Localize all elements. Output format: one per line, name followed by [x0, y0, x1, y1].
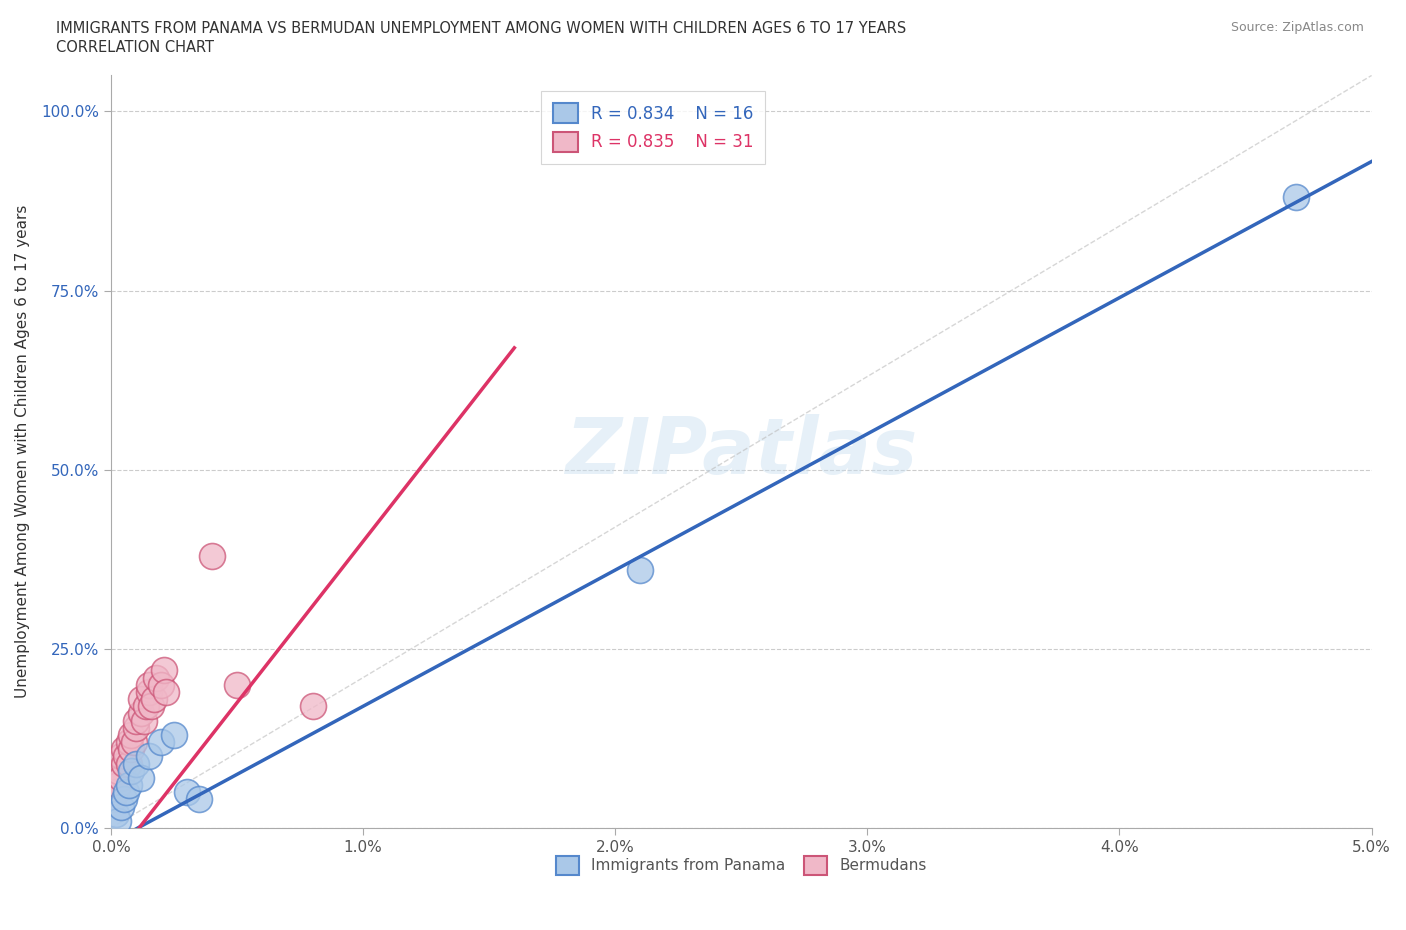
Legend: Immigrants from Panama, Bermudans: Immigrants from Panama, Bermudans — [550, 850, 932, 881]
Point — [115, 749, 138, 764]
Point — [142, 692, 165, 707]
Point — [104, 785, 127, 800]
Point — [110, 799, 132, 814]
Point — [155, 684, 177, 699]
Point — [226, 677, 249, 692]
Point — [163, 727, 186, 742]
Point — [120, 764, 142, 778]
Point — [125, 756, 148, 771]
Point — [153, 663, 176, 678]
Text: IMMIGRANTS FROM PANAMA VS BERMUDAN UNEMPLOYMENT AMONG WOMEN WITH CHILDREN AGES 6: IMMIGRANTS FROM PANAMA VS BERMUDAN UNEMP… — [56, 21, 907, 36]
Point — [107, 814, 129, 829]
Point — [110, 771, 132, 786]
Point — [138, 684, 160, 699]
Point — [141, 698, 163, 713]
Text: ZIPatlas: ZIPatlas — [565, 414, 917, 490]
Point — [107, 764, 129, 778]
Point — [112, 756, 135, 771]
Point — [125, 713, 148, 728]
Point — [122, 735, 145, 750]
Point — [129, 771, 152, 786]
Text: Source: ZipAtlas.com: Source: ZipAtlas.com — [1230, 21, 1364, 34]
Point — [150, 677, 173, 692]
Point — [112, 792, 135, 807]
Point — [129, 692, 152, 707]
Point — [1285, 190, 1308, 205]
Point — [129, 706, 152, 721]
Point — [117, 777, 139, 792]
Point — [117, 756, 139, 771]
Point — [104, 806, 127, 821]
Point — [145, 671, 167, 685]
Point — [132, 713, 155, 728]
Point — [112, 742, 135, 757]
Point — [301, 698, 323, 713]
Point — [103, 792, 125, 807]
Text: CORRELATION CHART: CORRELATION CHART — [56, 40, 214, 55]
Point — [120, 727, 142, 742]
Y-axis label: Unemployment Among Women with Children Ages 6 to 17 years: Unemployment Among Women with Children A… — [15, 206, 30, 698]
Point — [125, 721, 148, 736]
Point — [117, 735, 139, 750]
Point — [138, 749, 160, 764]
Point — [138, 677, 160, 692]
Point — [201, 549, 224, 564]
Point — [107, 777, 129, 792]
Point — [110, 749, 132, 764]
Point — [135, 698, 157, 713]
Point — [176, 785, 198, 800]
Point — [150, 735, 173, 750]
Point — [628, 563, 651, 578]
Point — [120, 742, 142, 757]
Point — [115, 785, 138, 800]
Point — [188, 792, 211, 807]
